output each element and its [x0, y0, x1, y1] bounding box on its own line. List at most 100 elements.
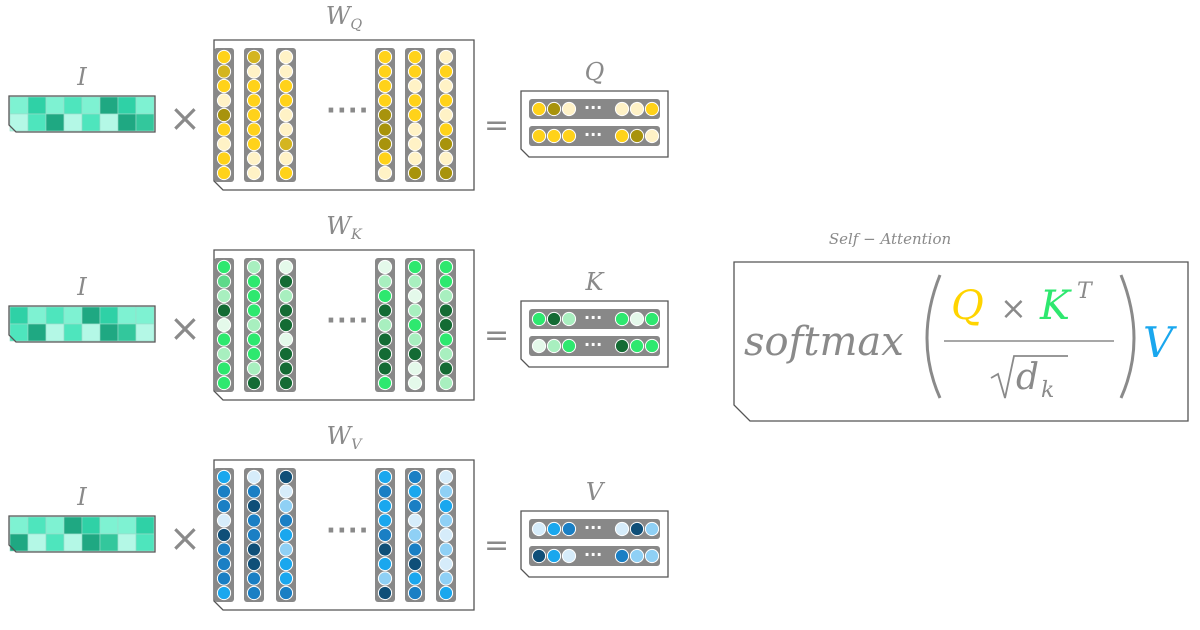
- output-value: [614, 128, 630, 144]
- weight-value: [438, 527, 454, 543]
- output-label-q-text: Q: [584, 58, 605, 86]
- weight-value: [377, 303, 393, 318]
- weight-value: [407, 274, 423, 289]
- weight-matrix-k: [213, 249, 475, 401]
- weight-value: [246, 332, 262, 347]
- input-cell: [81, 516, 101, 535]
- weight-ellipsis-k: ····: [326, 306, 370, 336]
- weight-value: [216, 498, 232, 514]
- weight-value: [216, 259, 232, 275]
- output-value: [629, 311, 645, 327]
- input-cell: [99, 516, 119, 535]
- weight-value: [278, 571, 294, 586]
- weight-value: [216, 469, 232, 485]
- weight-label-v-subscript: V: [351, 437, 362, 454]
- output-matrix-q: [520, 90, 669, 158]
- input-label-k: I: [10, 273, 154, 301]
- weight-value: [246, 259, 262, 275]
- weight-value: [246, 49, 262, 65]
- output-row: [529, 546, 660, 566]
- weight-value: [377, 64, 393, 79]
- weight-value: [377, 542, 393, 557]
- weight-value: [216, 288, 232, 304]
- output-value: [561, 521, 577, 537]
- weight-value: [438, 259, 454, 275]
- weight-value: [407, 513, 423, 528]
- output-label-v-text: V: [585, 478, 604, 506]
- weight-value: [278, 484, 294, 499]
- weight-value: [246, 78, 262, 94]
- output-value: [614, 338, 630, 354]
- weight-value: [246, 317, 262, 333]
- weight-value: [278, 375, 294, 391]
- output-value: [644, 521, 660, 537]
- times-operator-v: ×: [169, 516, 201, 560]
- weight-value: [246, 151, 262, 166]
- weight-value: [278, 346, 294, 362]
- weight-value: [407, 151, 423, 166]
- input-cell: [117, 96, 137, 115]
- weight-value: [246, 469, 262, 485]
- weight-value: [407, 136, 423, 152]
- weight-value: [246, 288, 262, 304]
- weight-value: [377, 165, 393, 181]
- input-cell: [45, 323, 65, 342]
- weight-label-q-text: W: [325, 2, 351, 30]
- input-cell: [27, 516, 47, 535]
- input-label-k-text: I: [77, 273, 87, 301]
- equals-operator-k: =: [484, 318, 510, 353]
- weight-value: [278, 288, 294, 304]
- output-row: [529, 99, 660, 119]
- input-cell: [63, 113, 83, 132]
- output-value: [629, 128, 645, 144]
- input-matrix-q: [8, 95, 156, 133]
- input-cell: [27, 323, 47, 342]
- output-value: [561, 548, 577, 564]
- weight-value: [246, 136, 262, 152]
- weight-value: [377, 469, 393, 485]
- weight-value: [377, 346, 393, 362]
- weight-value: [216, 49, 232, 65]
- weight-value: [377, 107, 393, 123]
- weight-value: [216, 151, 232, 166]
- weight-value: [438, 78, 454, 94]
- input-cell: [63, 306, 83, 325]
- input-cell: [99, 323, 119, 342]
- weight-value: [438, 498, 454, 514]
- input-cell: [117, 516, 137, 535]
- weight-value: [216, 274, 232, 289]
- weight-value: [278, 49, 294, 65]
- input-cell: [63, 533, 83, 552]
- input-cell: [117, 323, 137, 342]
- weight-value: [438, 317, 454, 333]
- weight-value: [438, 165, 454, 181]
- output-row: [529, 309, 660, 329]
- weight-value: [278, 136, 294, 152]
- output-value: [629, 338, 645, 354]
- input-label-q-text: I: [77, 63, 87, 91]
- input-matrix-frame: [8, 95, 156, 133]
- output-value: [614, 311, 630, 327]
- weight-value: [216, 571, 232, 586]
- weight-value: [246, 93, 262, 108]
- output-label-v: V: [521, 478, 668, 506]
- output-value: [546, 521, 562, 537]
- weight-value: [216, 317, 232, 333]
- weight-value: [438, 136, 454, 152]
- formula-times: ×: [1000, 289, 1027, 327]
- output-value: [644, 101, 660, 117]
- times-operator-q: ×: [169, 96, 201, 140]
- output-value: [561, 338, 577, 354]
- input-matrix-v: [8, 515, 156, 553]
- output-value: [531, 101, 547, 117]
- weight-label-q-subscript: Q: [350, 17, 363, 34]
- weight-value: [216, 93, 232, 108]
- weight-ellipsis-q: ····: [326, 96, 370, 126]
- input-cell: [45, 516, 65, 535]
- input-cell: [135, 533, 155, 552]
- input-cell: [99, 533, 119, 552]
- input-matrix-k: [8, 305, 156, 343]
- weight-label-v: WV: [214, 422, 474, 453]
- weight-value: [407, 498, 423, 514]
- output-value: [561, 128, 577, 144]
